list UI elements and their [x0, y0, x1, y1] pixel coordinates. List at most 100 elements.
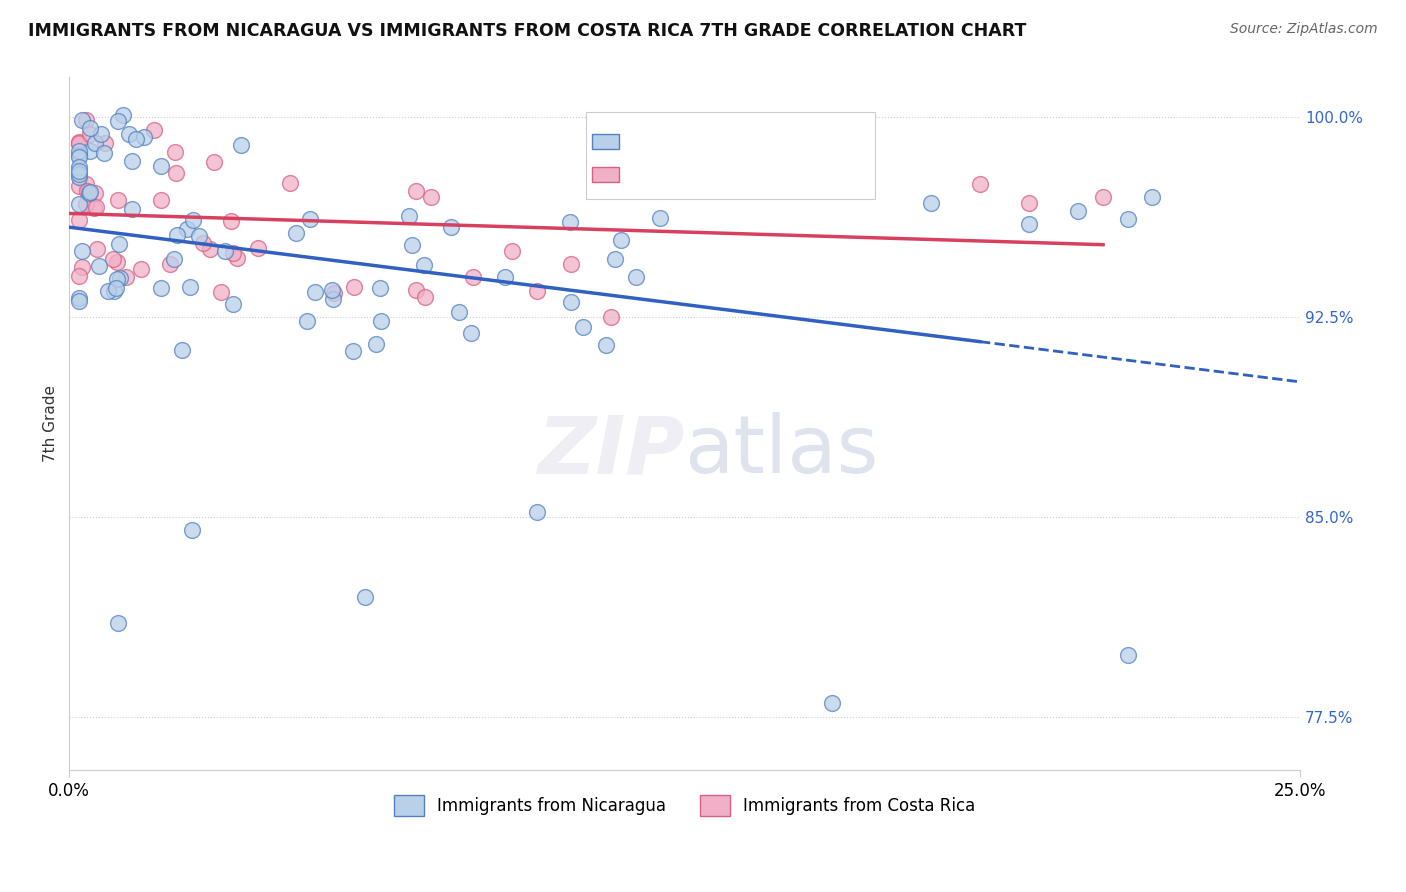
- Point: [79, 127, 101, 141]
- Point: [79, 121, 101, 136]
- Text: IMMIGRANTS FROM NICARAGUA VS IMMIGRANTS FROM COSTA RICA 7TH GRADE CORRELATION CH: IMMIGRANTS FROM NICARAGUA VS IMMIGRANTS …: [28, 22, 1026, 40]
- Point: [412, 258, 434, 272]
- Point: [231, 137, 253, 152]
- Point: [67, 170, 90, 185]
- Point: [69, 167, 91, 181]
- Text: ZIP: ZIP: [537, 412, 685, 491]
- Point: [191, 236, 214, 251]
- Point: [605, 252, 627, 267]
- Point: [526, 284, 548, 298]
- Point: [70, 112, 93, 127]
- Point: [298, 211, 321, 226]
- Point: [67, 164, 90, 178]
- Point: [132, 129, 155, 144]
- Point: [278, 176, 301, 190]
- Point: [83, 201, 105, 215]
- Point: [221, 245, 243, 260]
- Text: R = 0.076  N = 82: R = 0.076 N = 82: [634, 133, 799, 151]
- Point: [84, 186, 107, 200]
- Point: [101, 252, 124, 266]
- Point: [77, 186, 100, 200]
- Point: [84, 201, 107, 215]
- Text: atlas: atlas: [685, 412, 879, 491]
- Point: [107, 113, 129, 128]
- Point: [214, 244, 236, 259]
- Point: [321, 283, 343, 297]
- Point: [67, 178, 90, 193]
- Point: [821, 150, 844, 164]
- Point: [405, 284, 427, 298]
- Point: [111, 108, 134, 122]
- Point: [364, 337, 387, 351]
- Point: [219, 214, 242, 228]
- Point: [166, 228, 188, 243]
- Point: [67, 212, 90, 227]
- Point: [149, 159, 172, 173]
- Bar: [592, 167, 620, 182]
- Point: [103, 284, 125, 298]
- Point: [222, 297, 245, 311]
- Point: [370, 314, 392, 328]
- Point: [79, 144, 101, 158]
- Point: [76, 184, 98, 198]
- Point: [595, 338, 617, 352]
- Point: [121, 202, 143, 217]
- Point: [560, 295, 582, 310]
- Point: [181, 523, 204, 537]
- Point: [247, 241, 270, 255]
- Legend: Immigrants from Nicaragua, Immigrants from Costa Rica: Immigrants from Nicaragua, Immigrants fr…: [385, 787, 984, 824]
- Point: [150, 193, 173, 207]
- Point: [67, 136, 90, 150]
- Point: [79, 186, 101, 200]
- Point: [1116, 648, 1139, 663]
- FancyBboxPatch shape: [586, 112, 876, 199]
- Point: [285, 226, 308, 240]
- Point: [198, 242, 221, 256]
- Point: [67, 145, 90, 159]
- Point: [295, 314, 318, 328]
- Point: [1018, 217, 1040, 231]
- Point: [125, 132, 148, 146]
- Point: [165, 166, 187, 180]
- Point: [460, 326, 482, 340]
- Point: [599, 310, 621, 325]
- Point: [501, 244, 523, 258]
- Point: [322, 292, 344, 306]
- Point: [420, 190, 443, 204]
- Point: [105, 272, 128, 286]
- Point: [97, 285, 120, 299]
- Point: [67, 148, 90, 162]
- Point: [558, 215, 581, 229]
- Point: [86, 242, 108, 256]
- Text: Source: ZipAtlas.com: Source: ZipAtlas.com: [1230, 22, 1378, 37]
- Point: [67, 269, 90, 284]
- Point: [181, 213, 204, 227]
- Point: [323, 285, 346, 300]
- Point: [159, 257, 181, 271]
- Point: [90, 128, 112, 142]
- Point: [1142, 190, 1164, 204]
- Point: [560, 257, 582, 271]
- Point: [67, 293, 90, 308]
- Point: [115, 269, 138, 284]
- Point: [187, 229, 209, 244]
- Point: [118, 127, 141, 141]
- Point: [104, 281, 127, 295]
- Point: [1092, 190, 1115, 204]
- Point: [163, 252, 186, 266]
- Point: [67, 197, 90, 211]
- Point: [405, 184, 427, 198]
- Point: [67, 137, 90, 152]
- Point: [969, 177, 991, 191]
- Point: [1018, 195, 1040, 210]
- Point: [1067, 203, 1090, 218]
- Point: [105, 254, 128, 268]
- Point: [353, 590, 375, 604]
- Point: [572, 320, 595, 334]
- Point: [494, 269, 516, 284]
- Point: [202, 155, 225, 169]
- Bar: [592, 134, 620, 150]
- Point: [342, 344, 364, 359]
- Point: [401, 238, 423, 252]
- Point: [415, 290, 437, 304]
